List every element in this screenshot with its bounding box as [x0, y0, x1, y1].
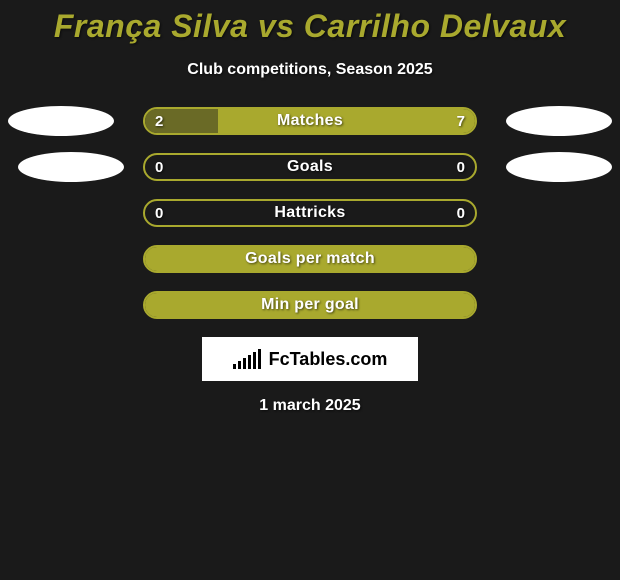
stat-bar: Goals0 0 [143, 153, 477, 181]
date-label: 1 march 2025 [0, 397, 620, 415]
stat-value-left: 0 [155, 201, 189, 225]
comparison-card: França Silva vs Carrilho Delvaux Club co… [0, 0, 620, 415]
stat-value-right: 7 [431, 109, 465, 133]
page-title: França Silva vs Carrilho Delvaux [0, 0, 620, 45]
stat-label: Goals [145, 155, 475, 179]
subtitle: Club competitions, Season 2025 [0, 61, 620, 79]
stat-label: Hattricks [145, 201, 475, 225]
stat-bar: Hattricks0 0 [143, 199, 477, 227]
stat-value-left: 0 [155, 155, 189, 179]
brand-badge: FcTables.com [202, 337, 418, 381]
stat-bar: Min per goal [143, 291, 477, 319]
brand-chart-icon [233, 349, 261, 369]
stat-value-right: 0 [431, 201, 465, 225]
stat-row: Goals per match [0, 245, 620, 273]
player-avatar-right [506, 106, 612, 136]
stat-bar: Goals per match [143, 245, 477, 273]
stat-label: Goals per match [145, 247, 475, 271]
stat-value-right: 0 [431, 155, 465, 179]
player-avatar-left [18, 152, 124, 182]
player-avatar-left [8, 106, 114, 136]
stat-row: Matches2 7 [0, 107, 620, 135]
stat-row: Min per goal [0, 291, 620, 319]
stat-row: Goals0 0 [0, 153, 620, 181]
stat-rows: Matches27Goals00Hattricks00Goals per mat… [0, 107, 620, 319]
stat-bar: Matches2 7 [143, 107, 477, 135]
stat-value-left: 2 [155, 109, 189, 133]
stat-row: Hattricks0 0 [0, 199, 620, 227]
stat-label: Min per goal [145, 293, 475, 317]
stat-label: Matches [145, 109, 475, 133]
brand-text: FcTables.com [269, 349, 388, 370]
player-avatar-right [506, 152, 612, 182]
